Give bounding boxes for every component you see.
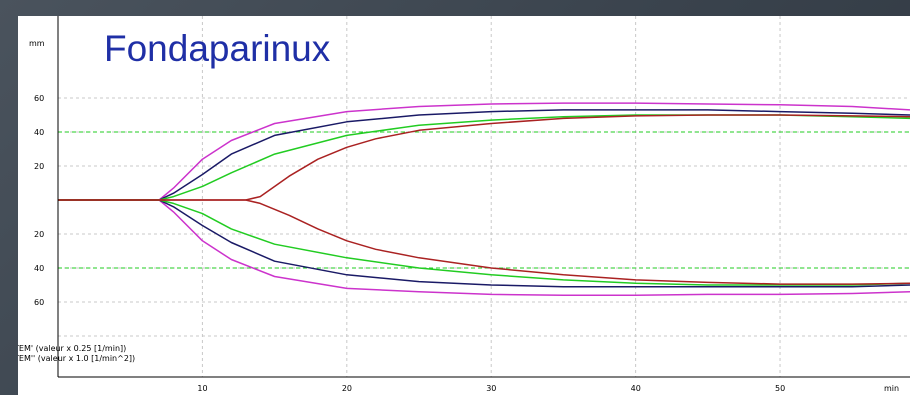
x-unit-label: min (884, 384, 899, 393)
y-tick-label: 60 (34, 298, 44, 307)
red-lower-curve (58, 199, 910, 285)
x-tick-label: 20 (342, 384, 352, 393)
line-chart: 60 40 20 20 40 60 10 20 30 40 50 mm min Fondaparin… (18, 16, 910, 395)
chart-background (18, 16, 910, 395)
navy-lower-curve (58, 199, 910, 288)
green-lower-curve (58, 199, 910, 286)
navy-upper-curve (58, 109, 910, 201)
y-tick-label: 20 (34, 162, 44, 171)
tick-labels: 60 40 20 20 40 60 10 20 30 40 50 (34, 94, 785, 393)
chart-title: Fondaparinux (104, 28, 331, 69)
red-upper-curve (58, 114, 910, 201)
y-tick-label: 40 (34, 264, 44, 273)
series-lines (58, 102, 910, 296)
note-line-2: TEM'' (valeur x 1.0 [1/min^2]) (18, 354, 135, 363)
x-tick-label: 30 (486, 384, 496, 393)
reference-lines (58, 131, 910, 269)
y-tick-label: 20 (34, 230, 44, 239)
x-tick-label: 10 (197, 384, 207, 393)
x-tick-label: 40 (631, 384, 641, 393)
y-tick-label: 60 (34, 94, 44, 103)
note-line-1: TEM' (valeur x 0.25 [1/min]) (18, 344, 126, 353)
magenta-upper-curve (58, 102, 910, 201)
y-tick-label: 40 (34, 128, 44, 137)
chart-panel: 60 40 20 20 40 60 10 20 30 40 50 mm min Fondaparin… (18, 16, 910, 395)
y-unit-label: mm (29, 39, 45, 48)
x-tick-label: 50 (775, 384, 785, 393)
magenta-lower-curve (58, 199, 910, 296)
